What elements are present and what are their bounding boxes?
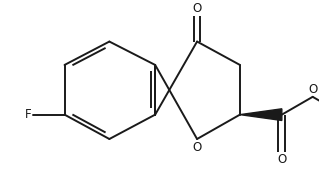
Text: O: O <box>308 83 317 96</box>
Text: O: O <box>193 141 202 154</box>
Text: O: O <box>277 153 287 166</box>
Text: O: O <box>193 2 202 15</box>
Polygon shape <box>240 109 282 121</box>
Text: F: F <box>25 108 31 121</box>
